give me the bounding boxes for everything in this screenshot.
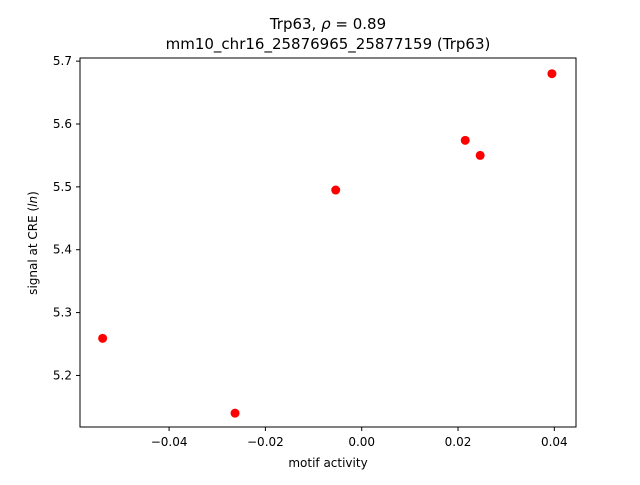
data-point xyxy=(98,333,108,343)
x-tick-label: 0.04 xyxy=(541,435,568,449)
data-point xyxy=(475,150,485,160)
chart-title-line2: mm10_chr16_25876965_25877159 (Trp63) xyxy=(166,35,491,54)
x-axis-label: motif activity xyxy=(288,456,367,470)
x-tick-label: 0.00 xyxy=(348,435,375,449)
y-axis-label: signal at CRE (ln) xyxy=(26,191,40,295)
data-point xyxy=(331,185,341,195)
axis-ticks: −0.04 −0.02 0.00 0.02 0.04 5.2 5.3 5.4 5.5 5.6 5.7 xyxy=(53,54,568,449)
x-tick-label: −0.02 xyxy=(247,435,284,449)
y-tick-label: 5.6 xyxy=(53,117,72,131)
x-tick-label: −0.04 xyxy=(151,435,188,449)
y-tick-label: 5.3 xyxy=(53,306,72,320)
y-tick-label: 5.5 xyxy=(53,180,72,194)
data-point xyxy=(230,408,240,418)
data-points xyxy=(98,69,557,418)
chart-title-line1: Trp63, ρ = 0.89 xyxy=(269,15,386,33)
data-point xyxy=(547,69,557,79)
plot-frame xyxy=(79,57,577,428)
y-tick-label: 5.7 xyxy=(53,54,72,68)
data-point xyxy=(460,135,470,145)
y-tick-label: 5.2 xyxy=(53,368,72,382)
y-tick-label: 5.4 xyxy=(53,243,72,257)
x-tick-label: 0.02 xyxy=(445,435,472,449)
